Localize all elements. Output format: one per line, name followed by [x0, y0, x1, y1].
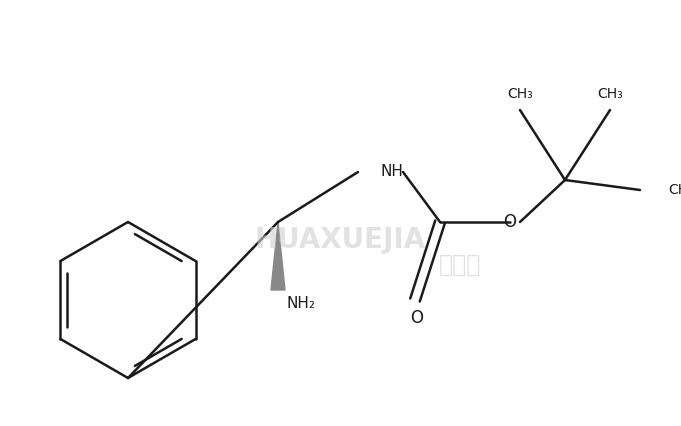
Text: CH₃: CH₃: [668, 183, 681, 197]
Text: 化学加: 化学加: [439, 253, 481, 277]
Text: NH: NH: [380, 164, 403, 179]
Text: HUAXUEJIA: HUAXUEJIA: [255, 226, 426, 254]
Text: O: O: [411, 309, 424, 327]
Text: NH₂: NH₂: [286, 296, 315, 311]
Polygon shape: [271, 222, 285, 290]
Text: O: O: [503, 213, 516, 231]
Text: CH₃: CH₃: [597, 87, 623, 101]
Text: CH₃: CH₃: [507, 87, 533, 101]
